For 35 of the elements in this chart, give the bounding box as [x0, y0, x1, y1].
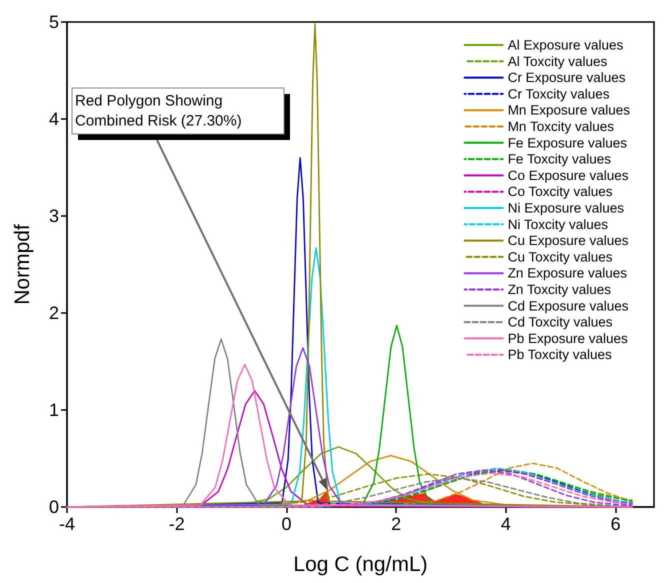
y-axis-title: Normpdf	[11, 224, 34, 305]
legend-label: Al Toxcity values	[508, 54, 608, 69]
x-tick-label: 6	[610, 514, 621, 534]
legend-label: Cd Toxcity values	[508, 314, 613, 330]
legend-label: Cd Exposure values	[508, 298, 629, 314]
legend-label: Cr Exposure values	[508, 70, 626, 86]
legend-label: Cu Toxcity values	[508, 249, 613, 264]
y-tick-label: 3	[48, 206, 59, 226]
legend-label: Co Toxcity values	[508, 184, 613, 200]
x-tick-label: -4	[58, 514, 76, 534]
y-tick-label: 2	[48, 303, 59, 323]
legend-label: Zn Exposure values	[508, 266, 628, 281]
legend-label: Pb Exposure values	[508, 330, 628, 346]
annotation: Red Polygon Showing Combined Risk (27.30%)	[75, 92, 242, 130]
x-tick-label: 0	[281, 514, 292, 534]
y-tick-label: 4	[48, 109, 59, 129]
legend-label: Co Exposure values	[508, 168, 629, 183]
x-axis-title: Log C (ng/mL)	[293, 553, 428, 576]
y-tick-label: 0	[48, 497, 59, 517]
legend-label: Pb Toxcity values	[508, 347, 612, 362]
legend-label: Ni Exposure values	[508, 200, 624, 216]
legend-label: Cr Toxcity values	[508, 86, 610, 102]
x-tick-label: 2	[391, 514, 402, 534]
legend-label: Fe Toxcity values	[508, 152, 612, 167]
y-tick-label: 1	[48, 400, 59, 420]
legend-label: Fe Exposure values	[508, 135, 628, 150]
y-tick-label: 5	[48, 12, 59, 32]
legend-label: Mn Exposure values	[508, 102, 630, 118]
legend-label: Cu Exposure values	[508, 233, 629, 248]
legend-label: Ni Toxcity values	[508, 216, 608, 232]
legend-label: Zn Toxcity values	[508, 282, 612, 297]
legend-label: Mn Toxcity values	[508, 119, 614, 134]
legend-label: Al Exposure values	[508, 38, 624, 52]
x-tick-label: -2	[168, 514, 185, 534]
x-tick-label: 4	[500, 514, 511, 534]
